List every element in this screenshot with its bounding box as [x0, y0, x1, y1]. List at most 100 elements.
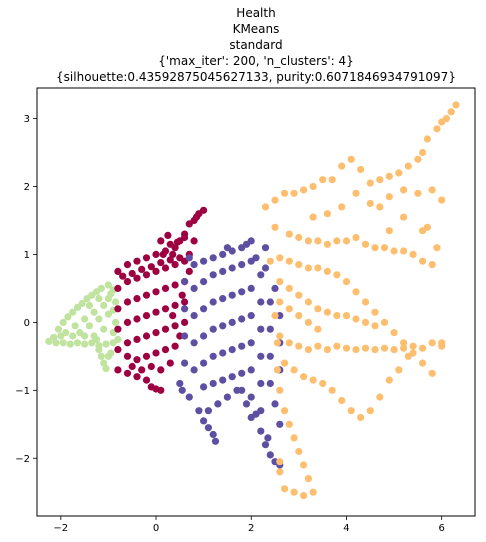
cluster-2-point: [228, 264, 236, 272]
cluster-3-point: [400, 186, 408, 194]
cluster-0-point: [95, 295, 103, 303]
cluster-2-point: [264, 434, 272, 442]
cluster-3-point: [304, 346, 312, 354]
cluster-3-point: [314, 237, 322, 245]
cluster-3-point: [273, 339, 281, 347]
cluster-3-point: [361, 298, 370, 306]
cluster-3-point: [433, 125, 441, 133]
cluster-1-point: [123, 318, 132, 326]
cluster-3-point: [295, 261, 303, 269]
cluster-1-point: [123, 369, 132, 377]
cluster-1-point: [123, 278, 132, 286]
cluster-1-point: [147, 362, 155, 371]
cluster-2-point: [200, 278, 208, 286]
cluster-1-point: [157, 259, 165, 267]
cluster-3-point: [276, 386, 284, 394]
cluster-3-point: [261, 203, 270, 211]
cluster-3-point: [366, 179, 374, 187]
cluster-0-point: [59, 318, 67, 326]
cluster-3-point: [300, 461, 308, 469]
x-tick-label: 4: [343, 523, 349, 534]
cluster-1-point: [114, 325, 122, 333]
cluster-2-point: [211, 437, 220, 445]
cluster-3-point: [281, 189, 289, 197]
cluster-1-point: [114, 346, 122, 354]
cluster-1-point: [147, 263, 155, 271]
cluster-3-point: [319, 176, 327, 184]
cluster-2-point: [252, 410, 260, 418]
cluster-3-point: [433, 244, 441, 252]
cluster-3-point: [423, 223, 431, 231]
cluster-3-point: [447, 108, 455, 116]
cluster-2-point: [257, 325, 265, 333]
cluster-1-point: [171, 322, 179, 330]
cluster-3-point: [380, 344, 389, 352]
y-tick-label: 1: [24, 250, 30, 261]
cluster-3-point: [347, 155, 355, 163]
cluster-3-point: [352, 189, 360, 197]
cluster-3-point: [285, 257, 293, 265]
cluster-3-point: [404, 352, 412, 360]
cluster-0-point: [85, 322, 93, 330]
cluster-0-point: [81, 332, 89, 340]
title-line-4: {'max_iter': 200, 'n_clusters': 4}: [158, 54, 354, 68]
cluster-3-point: [333, 271, 341, 279]
cluster-1-point: [123, 352, 132, 360]
cluster-3-point: [380, 318, 389, 326]
cluster-3-point: [376, 393, 384, 401]
cluster-1-point: [142, 352, 151, 360]
title-line-5: {silhouette:0.43592875045627133, purity:…: [56, 70, 456, 84]
cluster-3-point: [333, 237, 341, 245]
cluster-3-point: [281, 485, 289, 493]
cluster-3-point: [328, 386, 336, 394]
cluster-1-point: [142, 376, 151, 384]
cluster-2-point: [233, 386, 241, 394]
cluster-1-point: [128, 269, 136, 278]
cluster-3-point: [385, 376, 393, 384]
cluster-3-point: [276, 298, 284, 306]
cluster-3-point: [428, 261, 436, 269]
cluster-2-point: [247, 257, 255, 265]
cluster-3-point: [290, 488, 298, 496]
cluster-3-point: [328, 176, 336, 184]
cluster-2-point: [200, 332, 208, 340]
cluster-3-point: [271, 223, 279, 231]
cluster-0-point: [114, 335, 122, 343]
cluster-2-point: [247, 366, 255, 374]
cluster-2-point: [271, 400, 279, 408]
cluster-3-point: [295, 233, 303, 242]
cluster-2-point: [209, 325, 217, 333]
cluster-3-point: [361, 318, 370, 326]
cluster-3-point: [400, 339, 408, 347]
cluster-1-point: [171, 301, 179, 309]
cluster-2-point: [190, 284, 198, 292]
cluster-3-point: [390, 247, 398, 255]
cluster-1-point: [133, 335, 141, 343]
cluster-0-point: [97, 352, 105, 360]
cluster-3-point: [290, 366, 298, 374]
cluster-2-point: [257, 298, 265, 306]
cluster-2-point: [242, 400, 251, 408]
cluster-2-point: [209, 254, 217, 262]
cluster-2-point: [247, 339, 255, 347]
cluster-3-point: [319, 379, 327, 388]
cluster-1-point: [157, 237, 165, 245]
cluster-3-point: [361, 240, 370, 248]
cluster-3-point: [281, 359, 289, 367]
cluster-2-point: [200, 305, 208, 313]
cluster-3-point: [419, 344, 427, 352]
cluster-0-point: [54, 325, 63, 333]
cluster-1-point: [185, 220, 193, 228]
cluster-1-point: [157, 366, 165, 374]
cluster-2-point: [242, 240, 251, 248]
cluster-3-point: [266, 257, 274, 265]
cluster-3-point: [357, 165, 365, 174]
x-tick-label: 0: [153, 523, 159, 534]
cluster-2-point: [257, 271, 265, 279]
cluster-2-point: [195, 407, 203, 415]
cluster-3-point: [366, 407, 374, 415]
cluster-0-point: [112, 298, 120, 306]
cluster-3-point: [323, 240, 331, 248]
cluster-0-point: [71, 322, 79, 330]
cluster-1-point: [119, 272, 127, 280]
